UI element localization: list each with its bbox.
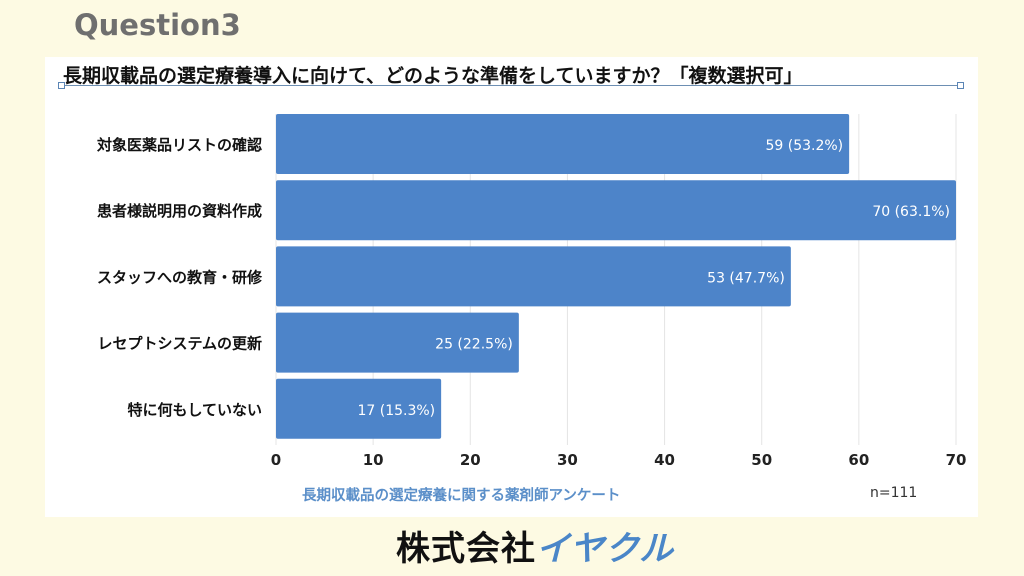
x-tick-label: 20 <box>460 451 481 469</box>
company-name: 株式会社イヤクル <box>396 521 674 570</box>
x-tick-label: 0 <box>271 451 281 469</box>
bar <box>276 312 519 373</box>
category-label: スタッフへの教育・研修 <box>97 268 263 286</box>
bar <box>276 246 791 307</box>
company-prefix: 株式会社 <box>396 529 536 569</box>
x-tick-label: 10 <box>363 451 384 469</box>
category-label: 患者様説明用の資料作成 <box>97 202 262 220</box>
x-tick-label: 70 <box>946 451 967 469</box>
x-tick-label: 50 <box>751 451 772 469</box>
data-label: 59 (53.2%) <box>765 138 843 154</box>
bar <box>276 180 956 241</box>
resize-handle-left[interactable] <box>58 82 65 89</box>
sample-size: n=111 <box>870 485 918 501</box>
data-label: 70 (63.1%) <box>872 204 950 220</box>
chart-title: 長期収載品の選定療養導入に向けて、どのような準備をしていますか？「複数選択可」 <box>63 65 803 87</box>
title-underline <box>61 85 960 86</box>
bar <box>276 114 850 174</box>
company-brand: イヤクル <box>536 529 674 569</box>
resize-handle-right[interactable] <box>957 82 964 89</box>
data-label: 25 (22.5%) <box>435 337 513 353</box>
x-tick-label: 60 <box>848 451 869 469</box>
bar <box>276 378 442 439</box>
category-label: レセプトシステムの更新 <box>97 335 262 353</box>
x-tick-label: 30 <box>557 451 578 469</box>
question-label: Question3 <box>74 8 241 42</box>
x-tick-label: 40 <box>654 451 675 469</box>
data-label: 53 (47.7%) <box>707 270 785 286</box>
category-label: 対象医薬品リストの確認 <box>96 136 262 154</box>
data-label: 17 (15.3%) <box>357 403 435 419</box>
category-label: 特に何もしていない <box>127 401 262 419</box>
chart-source: 長期収載品の選定療養に関する薬剤師アンケート <box>302 488 621 504</box>
